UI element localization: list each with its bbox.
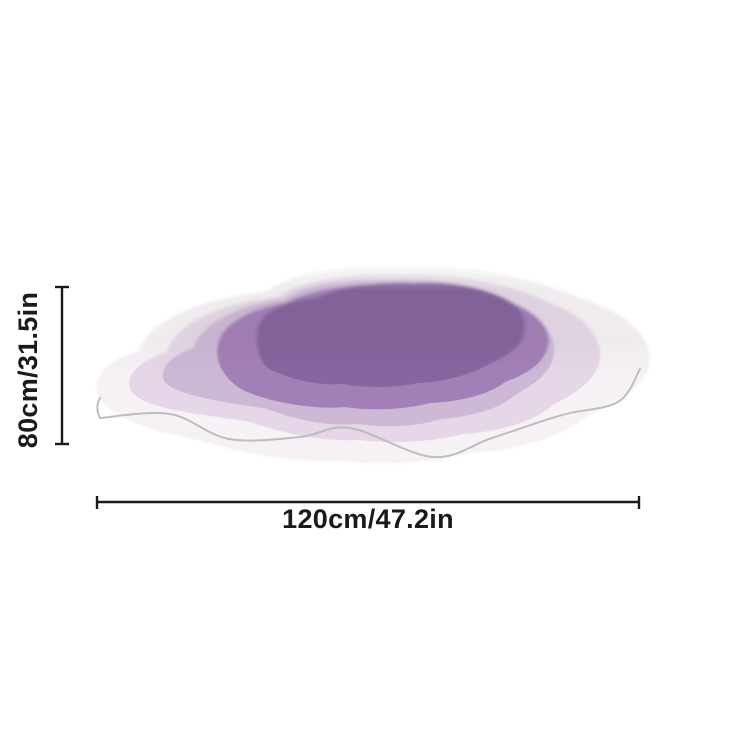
- svg-text:80cm/31.5in: 80cm/31.5in: [13, 292, 43, 448]
- svg-text:120cm/47.2in: 120cm/47.2in: [282, 504, 454, 534]
